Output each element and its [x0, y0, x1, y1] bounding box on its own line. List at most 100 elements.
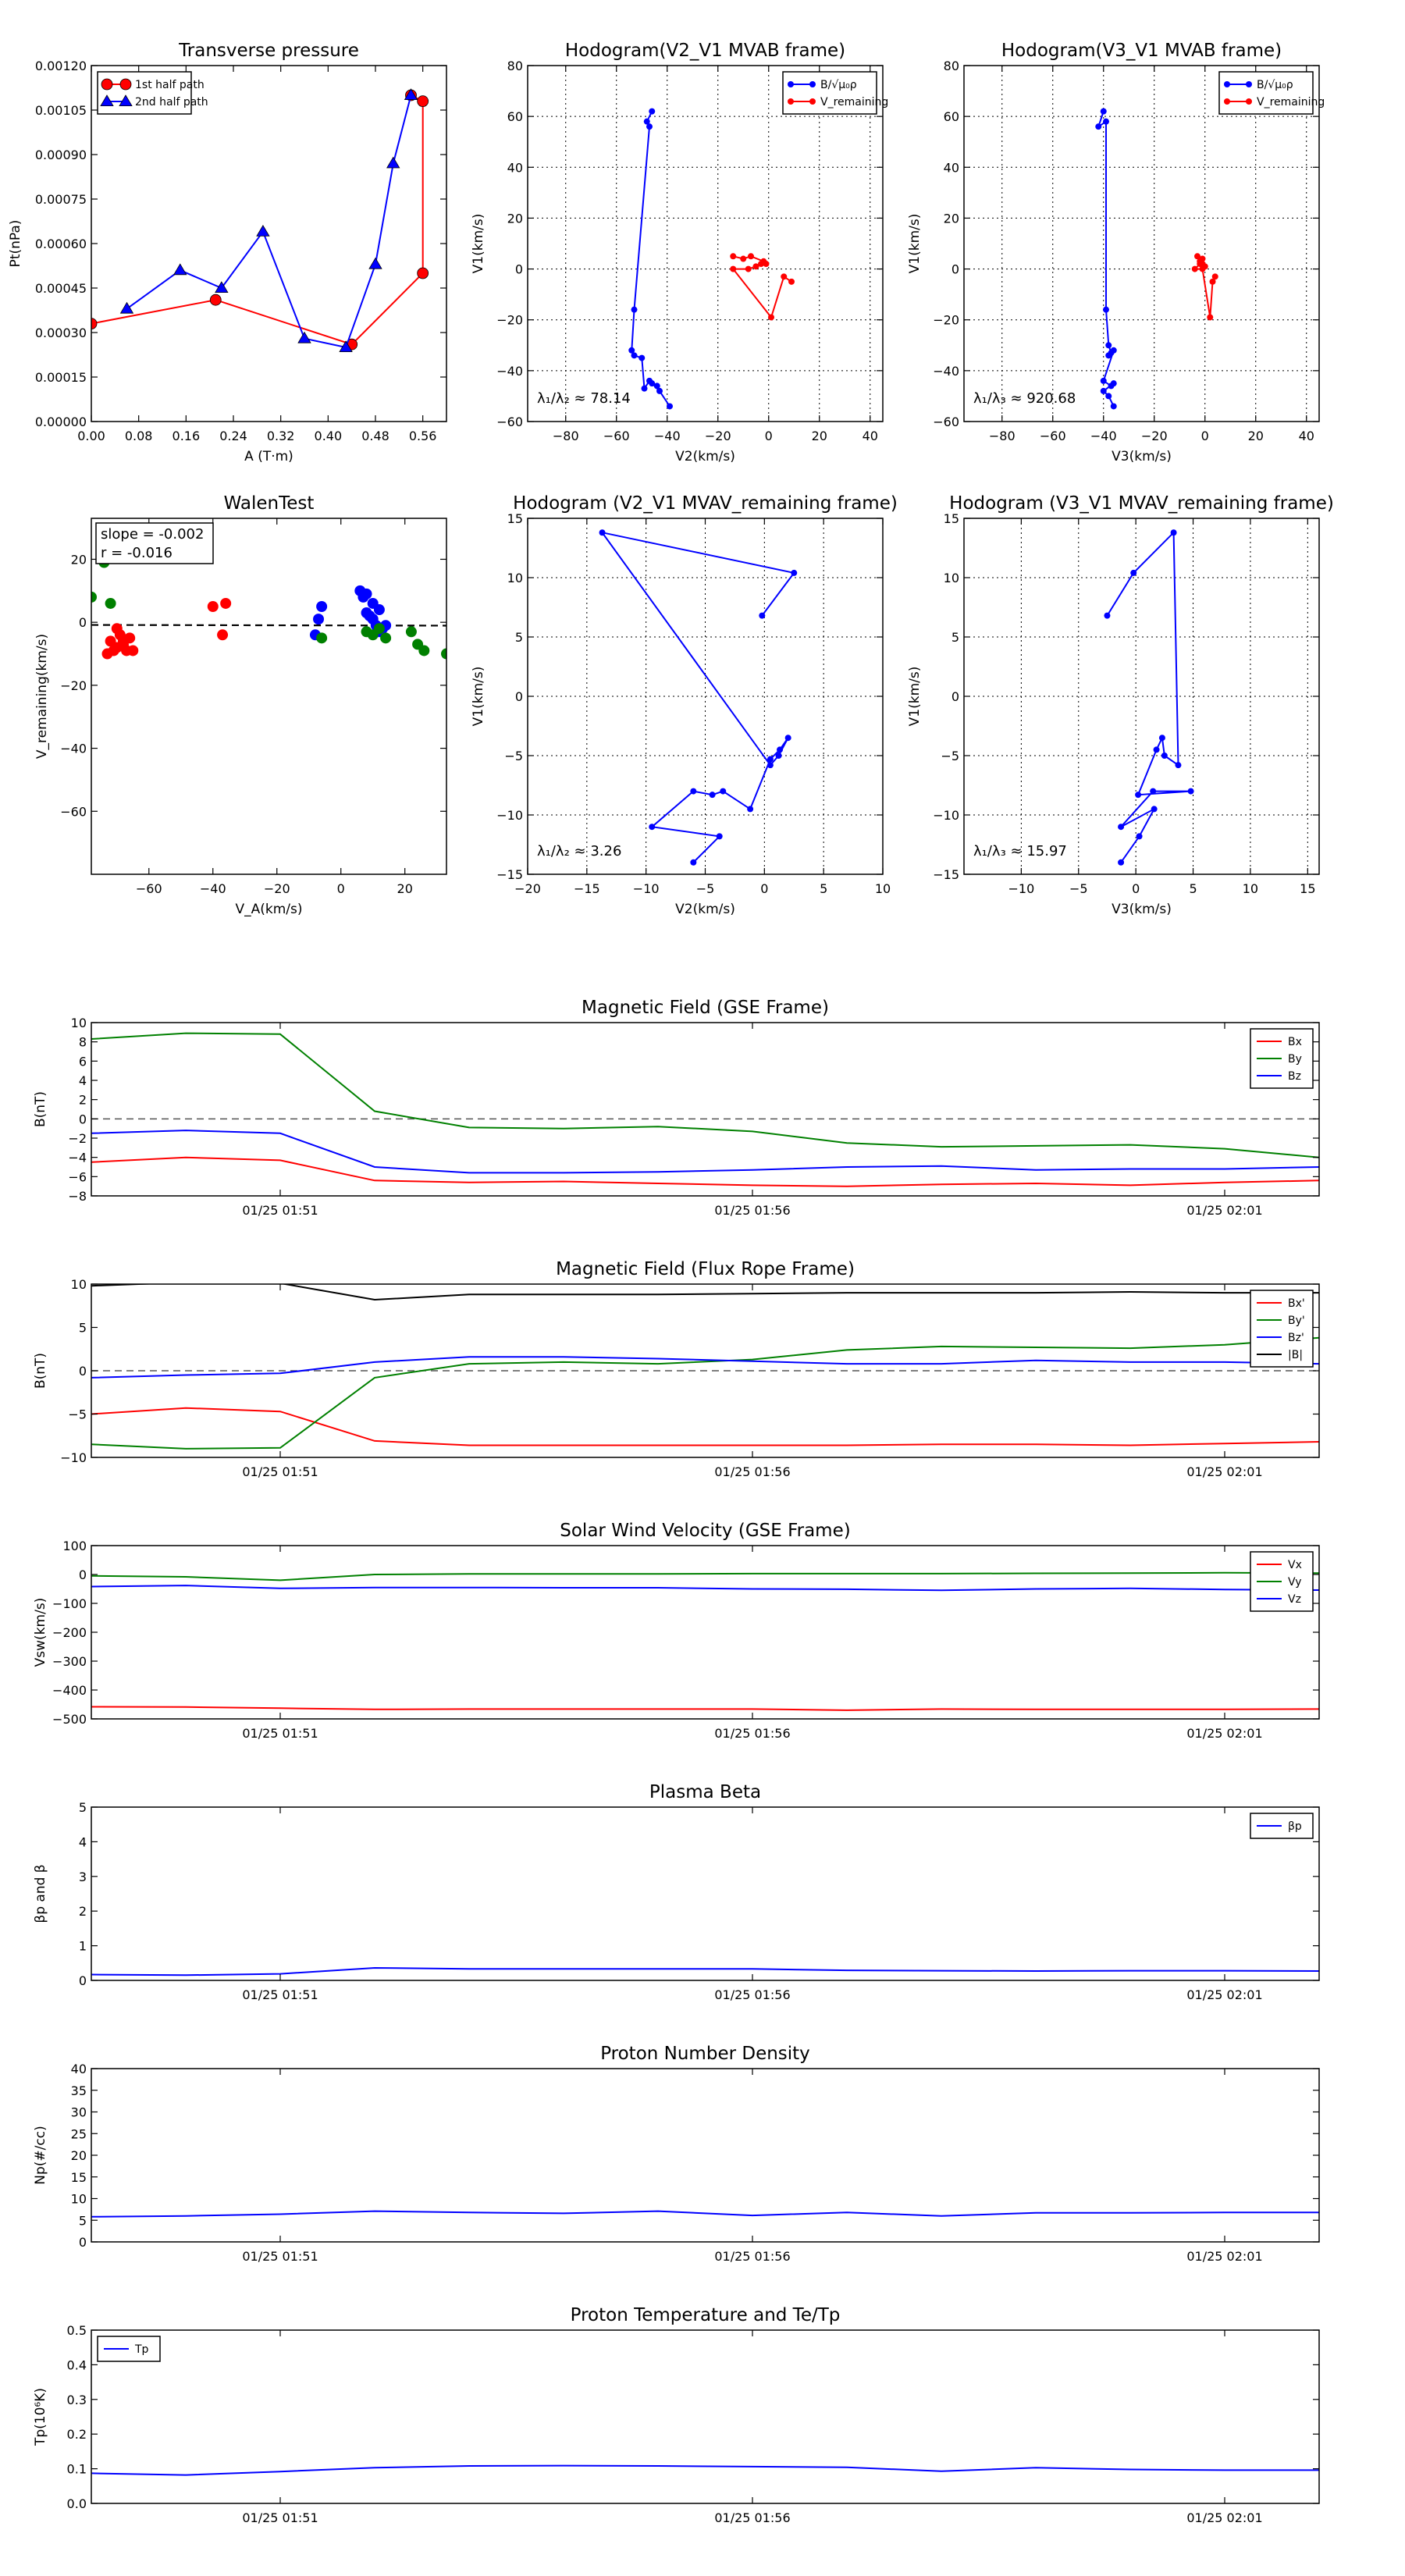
y-tick-label: 0 [79, 615, 87, 630]
y-tick-label: 0.2 [67, 2427, 87, 2442]
data-point [716, 833, 723, 840]
x-tick-label: 01/25 01:56 [714, 2510, 790, 2525]
x-tick-label: 0.56 [409, 429, 437, 443]
data-point [1135, 792, 1142, 799]
y-tick-label: 20 [71, 2148, 87, 2163]
data-point [1161, 753, 1168, 759]
x-tick-label: −20 [1141, 429, 1168, 443]
legend-box [782, 71, 877, 115]
x-axis-label: A (T·m) [244, 449, 293, 464]
series-line-1 [126, 94, 412, 349]
x-axis-label: V3(km/s) [1112, 449, 1172, 464]
y-axis-label: βp and β [33, 1864, 48, 1923]
data-point [1150, 788, 1157, 795]
data-point [1105, 342, 1112, 349]
y-tick-label: −200 [52, 1625, 87, 1640]
data-point [1199, 265, 1206, 272]
legend-label: B/√μ₀ρ [1257, 79, 1293, 91]
legend-label: Tp [134, 2343, 149, 2356]
x-tick-label: 0 [337, 881, 345, 896]
plot-frame [527, 65, 884, 422]
plot-frame [91, 1545, 1320, 1720]
legend-label: Vx [1288, 1559, 1302, 1571]
plot-frame [91, 518, 447, 875]
x-tick-label: 01/25 01:56 [714, 1987, 790, 2002]
chart-plasma-beta: 01/25 01:51 01/25 01:56 01/25 02:01 0 1 2 3 4 5 P… [33, 1782, 1320, 2002]
x-tick-label: −15 [574, 881, 600, 896]
series-line-0 [91, 1407, 1319, 1446]
data-point [631, 352, 638, 359]
data-point [777, 746, 784, 753]
y-tick-label: −15 [496, 867, 523, 882]
series-line-2 [91, 1585, 1319, 1592]
data-point [108, 645, 119, 656]
y-tick-label: −10 [496, 808, 523, 823]
data-point [207, 600, 219, 612]
data-point [649, 824, 656, 831]
y-tick-label: 5 [515, 630, 523, 645]
y-tick-label: 10 [944, 571, 959, 585]
data-point [1130, 569, 1137, 576]
y-tick-label: 0 [79, 1112, 87, 1126]
data-point [720, 788, 727, 795]
x-tick-label: 0.08 [125, 429, 153, 443]
data-point [748, 253, 754, 260]
legend-marker [101, 78, 113, 91]
y-tick-label: −10 [60, 1450, 87, 1465]
y-tick-label: 5 [79, 1321, 87, 1336]
data-point [1118, 859, 1125, 866]
data-point [119, 301, 134, 314]
data-point [1095, 123, 1102, 130]
series-line-0 [91, 1706, 1319, 1711]
legend-label: βp [1288, 1820, 1302, 1833]
data-point [1100, 377, 1107, 384]
y-axis-label: B(nT) [33, 1091, 48, 1127]
x-tick-label: −20 [705, 429, 731, 443]
x-tick-label: 01/25 02:01 [1186, 1203, 1262, 1218]
y-tick-label: 60 [944, 109, 959, 124]
y-tick-label: 60 [507, 109, 523, 124]
x-tick-label: −10 [633, 881, 660, 896]
y-tick-label: 0.0 [67, 2496, 87, 2511]
y-tick-label: 5 [79, 1800, 87, 1815]
plot-frame [91, 2068, 1320, 2243]
stats-line: slope = -0.002 [101, 526, 204, 543]
x-tick-label: −60 [1040, 429, 1066, 443]
data-point [758, 261, 764, 268]
y-tick-label: 5 [951, 630, 959, 645]
data-point [643, 118, 650, 125]
x-tick-label: 01/25 01:51 [242, 2510, 318, 2525]
y-axis-label: V_remaining(km/s) [34, 634, 50, 759]
legend-label: V_remaining [1257, 96, 1325, 109]
data-point [1110, 380, 1117, 387]
data-point [127, 645, 139, 656]
data-point [599, 529, 606, 536]
data-point [256, 225, 270, 237]
legend-marker [1246, 98, 1252, 105]
data-point [417, 95, 429, 108]
y-tick-label: 15 [507, 511, 523, 526]
x-tick-label: 01/25 02:01 [1186, 2510, 1262, 2525]
y-axis-label: V1(km/s) [907, 667, 923, 727]
y-tick-label: −300 [52, 1654, 87, 1669]
data-point [1118, 824, 1125, 831]
data-point [105, 597, 116, 609]
series-line-0 [91, 2210, 1319, 2218]
ratio-annotation: λ₁/λ₃ ≈ 15.97 [973, 843, 1067, 859]
chart-title: WalenTest [224, 493, 315, 514]
plot-frame [91, 1022, 1320, 1197]
plot-frame [963, 65, 1320, 422]
y-tick-label: 40 [507, 160, 523, 175]
y-axis-label: V1(km/s) [907, 214, 923, 274]
legend-label: Bx [1288, 1036, 1302, 1048]
series-line-2 [91, 1356, 1319, 1379]
x-tick-label: 0 [1132, 881, 1140, 896]
x-tick-label: −5 [1069, 881, 1088, 896]
y-tick-label: 0.00000 [35, 415, 87, 429]
data-point [784, 735, 791, 742]
x-tick-label: −80 [553, 429, 579, 443]
y-tick-label: 30 [71, 2105, 87, 2120]
chart-title: Magnetic Field (Flux Rope Frame) [556, 1259, 855, 1279]
chart-walen-test: −60 −40 −20 0 20 −60 −40 −20 0 20 WalenTest V_A(km/… [34, 493, 447, 917]
y-axis-label: Pt(nPa) [8, 220, 23, 268]
